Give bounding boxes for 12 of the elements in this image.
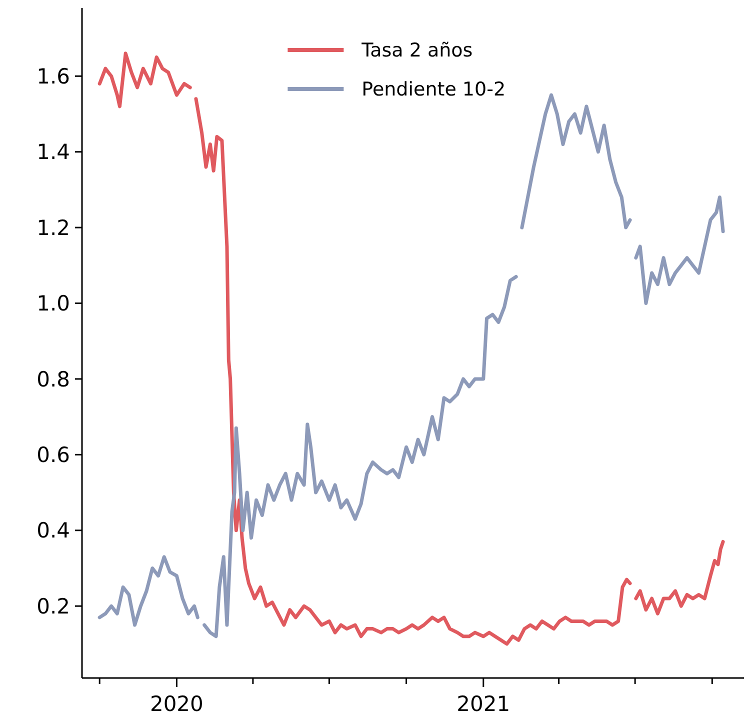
y-tick-label: 1.2 xyxy=(36,216,70,240)
y-tick-label: 1.6 xyxy=(36,64,70,88)
legend-label: Pendiente 10-2 xyxy=(362,78,506,101)
legend-label: Tasa 2 años xyxy=(360,40,473,62)
y-tick-label: 1.0 xyxy=(36,292,70,316)
y-tick-label: 0.4 xyxy=(36,518,70,543)
x-tick-label: 2021 xyxy=(456,692,510,716)
y-tick-label: 1.4 xyxy=(36,140,70,164)
x-tick-label: 2020 xyxy=(150,692,204,716)
y-tick-label: 0.6 xyxy=(36,443,70,468)
y-tick-label: 0.8 xyxy=(36,367,70,392)
y-tick-label: 0.2 xyxy=(36,594,70,618)
